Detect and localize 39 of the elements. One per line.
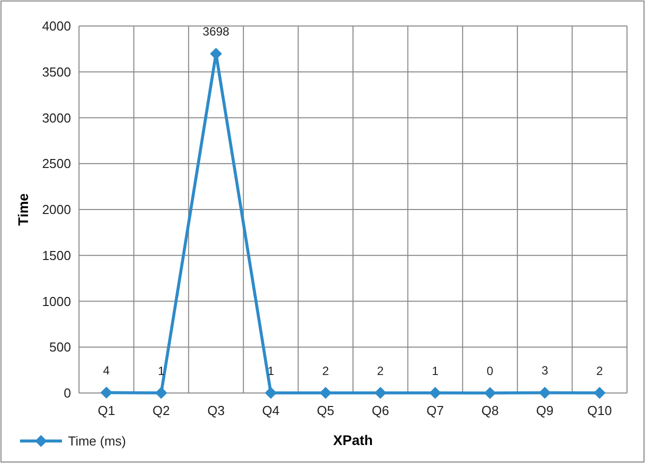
y-tick-label: 4000 bbox=[42, 18, 71, 34]
point bbox=[320, 386, 332, 399]
data-label: 3698 bbox=[202, 24, 230, 39]
point bbox=[429, 386, 442, 399]
x-tick-label: Q2 bbox=[152, 403, 170, 418]
x-tick-label: Q5 bbox=[316, 403, 334, 418]
y-tick-label: 1000 bbox=[42, 294, 71, 309]
data-label: 2 bbox=[596, 364, 604, 378]
point bbox=[594, 386, 606, 399]
x-tick-label: Q4 bbox=[262, 403, 280, 418]
x-tick-label: Q8 bbox=[481, 403, 499, 418]
y-tick-label: 3000 bbox=[42, 110, 71, 126]
x-tick-label: Q10 bbox=[587, 403, 612, 418]
data-label: 1 bbox=[432, 364, 439, 378]
y-tick-label: 500 bbox=[49, 340, 71, 355]
x-tick-label: Q1 bbox=[98, 403, 116, 418]
point bbox=[374, 386, 386, 399]
point bbox=[155, 386, 168, 399]
x-tick-label: Q7 bbox=[426, 403, 444, 418]
y-tick-label: 3500 bbox=[42, 64, 71, 80]
point bbox=[538, 386, 551, 399]
point bbox=[100, 386, 112, 399]
y-tick-label: 0 bbox=[64, 386, 71, 401]
legend-label: Time (ms) bbox=[68, 434, 126, 449]
data-label: 3 bbox=[541, 364, 548, 378]
data-label: 0 bbox=[486, 364, 494, 378]
y-axis-title: Time bbox=[15, 193, 31, 226]
data-label: 4 bbox=[103, 364, 110, 378]
point bbox=[264, 386, 277, 399]
x-tick-label: Q3 bbox=[207, 403, 225, 418]
x-axis-title: XPath bbox=[333, 432, 373, 448]
data-label: 2 bbox=[377, 364, 384, 378]
y-tick-label: 2500 bbox=[42, 156, 71, 172]
y-tick-label: 1500 bbox=[42, 248, 71, 263]
x-tick-label: Q9 bbox=[536, 403, 554, 418]
data-label: 2 bbox=[322, 364, 330, 378]
x-tick-label: Q6 bbox=[372, 403, 390, 418]
y-tick-label: 2000 bbox=[42, 202, 71, 218]
point bbox=[484, 387, 496, 399]
